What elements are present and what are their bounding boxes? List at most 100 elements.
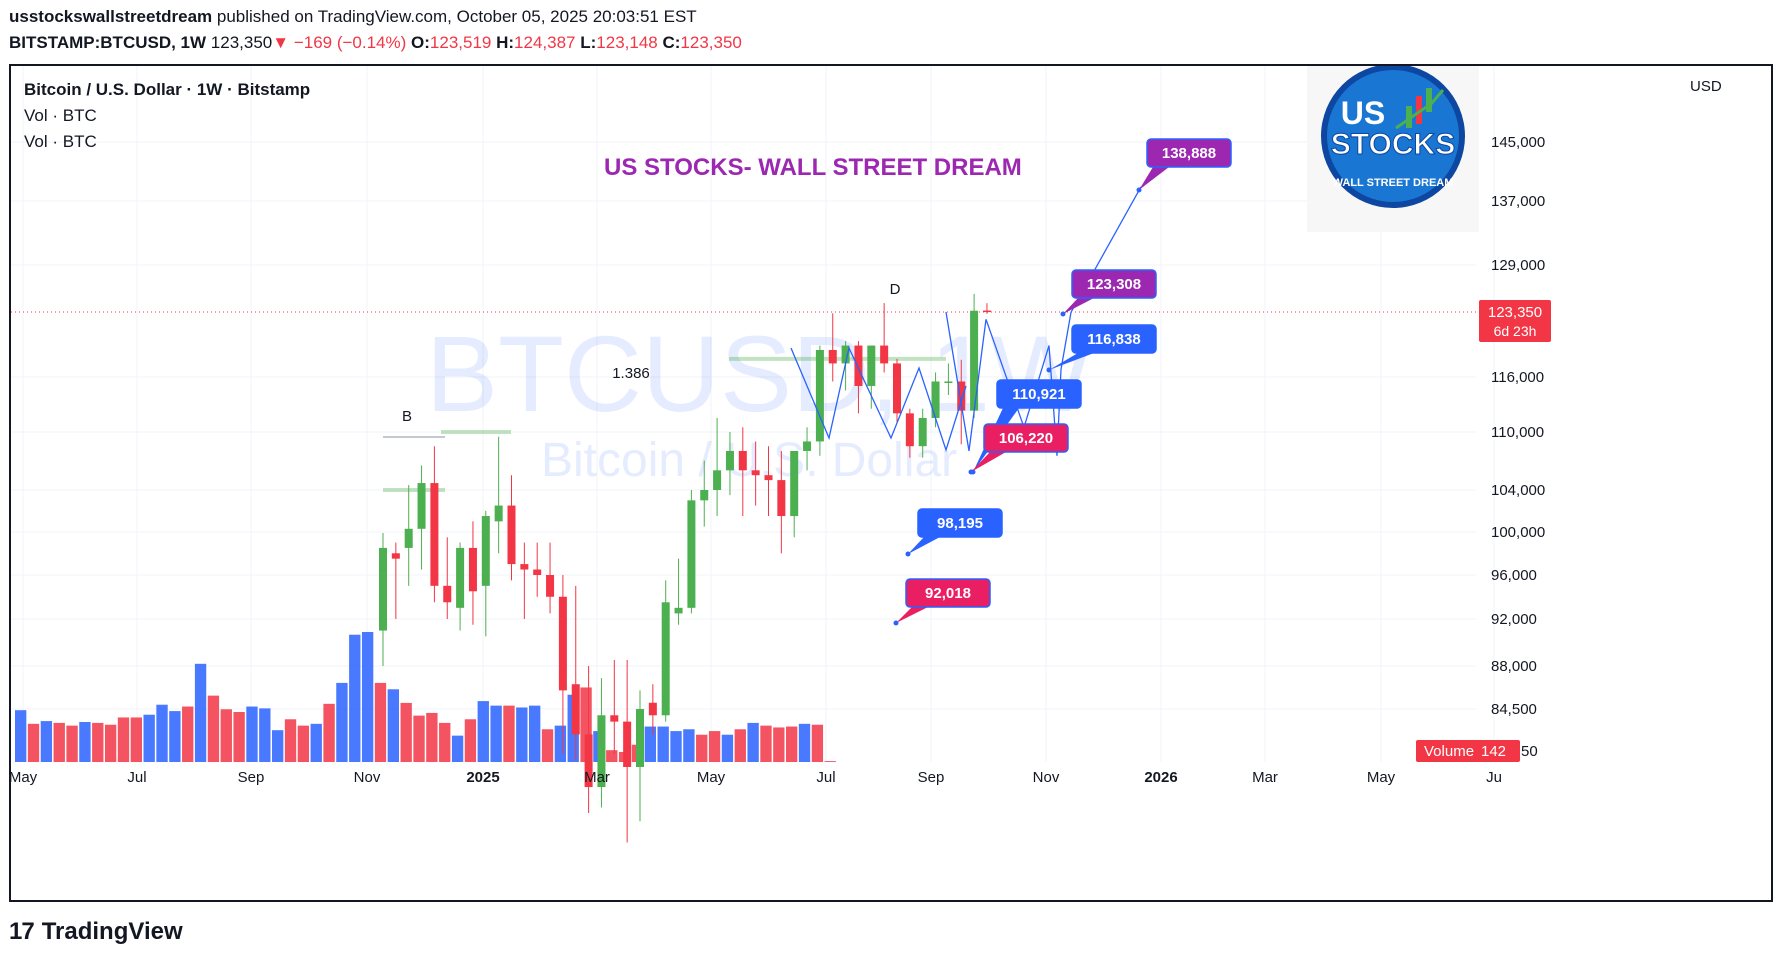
candle-body xyxy=(546,575,555,597)
callout-pointer xyxy=(1063,298,1094,314)
tradingview-brand[interactable]: 17 TradingView xyxy=(9,918,183,946)
candle-body xyxy=(533,569,542,575)
candle-body xyxy=(700,490,709,501)
volume-bar xyxy=(747,722,759,762)
volume-bar xyxy=(516,707,528,762)
volume-bar xyxy=(143,714,155,762)
target-price-label: 110,921 xyxy=(1012,386,1065,403)
volume-bar xyxy=(207,695,220,762)
pattern-label: D xyxy=(890,281,901,298)
volume-bar xyxy=(27,723,40,762)
candles xyxy=(379,293,991,843)
volume-bar xyxy=(310,723,322,762)
candle-body xyxy=(661,602,670,716)
time-tick-label: Nov xyxy=(1033,769,1060,786)
time-tick-label: 2026 xyxy=(1144,769,1177,786)
volume-bar xyxy=(40,721,53,762)
volume-bar xyxy=(554,725,567,762)
last-price: 123,350 xyxy=(210,33,273,52)
volume-bar xyxy=(606,750,618,762)
close-label: C: xyxy=(662,33,681,52)
currency-label[interactable]: USD xyxy=(1690,78,1722,95)
open-label: O: xyxy=(411,33,430,52)
candle-body xyxy=(867,345,876,386)
price-tick-label: 145,000 xyxy=(1491,134,1545,151)
time-tick-label: Jul xyxy=(816,769,835,786)
candle-body xyxy=(558,596,567,691)
candle-body xyxy=(777,480,786,517)
logo-candle-icon xyxy=(1416,96,1422,124)
anchor-dot xyxy=(1046,367,1052,373)
candle-body xyxy=(494,505,503,522)
price-tick-label: 129,000 xyxy=(1491,257,1545,274)
time-tick-label: Mar xyxy=(1252,769,1278,786)
low-label: L: xyxy=(580,33,597,52)
volume-bar xyxy=(374,682,387,762)
target-price-label: 92,018 xyxy=(925,585,971,602)
time-tick-label: Ju xyxy=(1486,769,1502,786)
volume-bar xyxy=(297,725,310,762)
volume-bar xyxy=(464,719,477,762)
volume-bar xyxy=(284,719,297,762)
volume-bar xyxy=(104,724,117,762)
candle-body xyxy=(430,483,439,586)
pattern-labels: B D 1.386 xyxy=(402,281,901,425)
price-tick-label: 96,000 xyxy=(1491,567,1537,584)
projection-path xyxy=(790,186,1142,456)
volume-bar xyxy=(79,722,91,762)
candle-body xyxy=(623,721,632,767)
volume-bar xyxy=(169,711,181,762)
target-price-label: 138,888 xyxy=(1162,145,1216,162)
low-value: 123,148 xyxy=(596,33,658,52)
time-tick-label: May xyxy=(11,769,38,786)
legend-title[interactable]: Bitcoin / U.S. Dollar · 1W · Bitstamp xyxy=(24,80,311,99)
callout-pointer xyxy=(1139,167,1169,190)
grid-lines xyxy=(11,66,1495,762)
candle-body xyxy=(674,607,683,614)
volume-bar xyxy=(272,730,284,762)
candle-body xyxy=(443,585,452,603)
volume-bar xyxy=(246,706,258,762)
symbol-label: BITSTAMP:BTCUSD, 1W xyxy=(9,33,207,52)
volume-bar xyxy=(117,717,130,762)
price-tag-value: 123,350 xyxy=(1488,304,1542,321)
volume-tag-box xyxy=(1416,740,1520,762)
volume-bar xyxy=(670,731,682,762)
candle-body xyxy=(970,310,979,411)
volume-tag: Volume 142 50 xyxy=(1416,740,1538,762)
volume-bar xyxy=(696,734,708,762)
high-label: H: xyxy=(496,33,515,52)
volume-bar xyxy=(361,632,374,762)
volume-bar xyxy=(426,712,438,762)
volume-bar xyxy=(824,761,836,762)
logo-text-us: US xyxy=(1341,95,1385,131)
author-name[interactable]: usstockswallstreetdream xyxy=(9,7,213,26)
target-callout: 98,195 xyxy=(905,508,1003,557)
volume-bar xyxy=(323,703,335,762)
price-chart[interactable]: BTCUSD, 1W Bitcoin / U.S. Dollar 138,888… xyxy=(11,66,1771,900)
time-tick-label: 2025 xyxy=(466,769,499,786)
volume-bar xyxy=(413,715,425,762)
logo-text-tagline: WALL STREET DREAM xyxy=(1333,177,1454,189)
anchor-dot xyxy=(1060,311,1066,317)
legend-volume-1[interactable]: Vol · BTC xyxy=(24,106,97,125)
volume-bar xyxy=(336,682,348,762)
time-tick-label: Sep xyxy=(918,769,945,786)
callout-pointer xyxy=(971,452,1006,472)
open-value: 123,519 xyxy=(429,33,492,52)
candle-body xyxy=(854,345,863,386)
candle-body xyxy=(610,715,619,722)
target-callout: 92,018 xyxy=(893,578,991,626)
time-tick-label: May xyxy=(1367,769,1396,786)
legend-volume-2[interactable]: Vol · BTC xyxy=(24,132,97,151)
candle-body xyxy=(636,709,644,767)
candle-body xyxy=(468,547,477,592)
volume-bar xyxy=(708,731,721,762)
callout-box xyxy=(1071,269,1157,299)
candle-body xyxy=(379,547,387,631)
watermark-name: Bitcoin / U.S. Dollar xyxy=(541,434,957,487)
watermark: BTCUSD, 1W Bitcoin / U.S. Dollar xyxy=(426,313,1092,487)
callout-box xyxy=(1146,138,1232,168)
candle-body xyxy=(687,500,696,608)
volume-bar xyxy=(811,724,824,762)
